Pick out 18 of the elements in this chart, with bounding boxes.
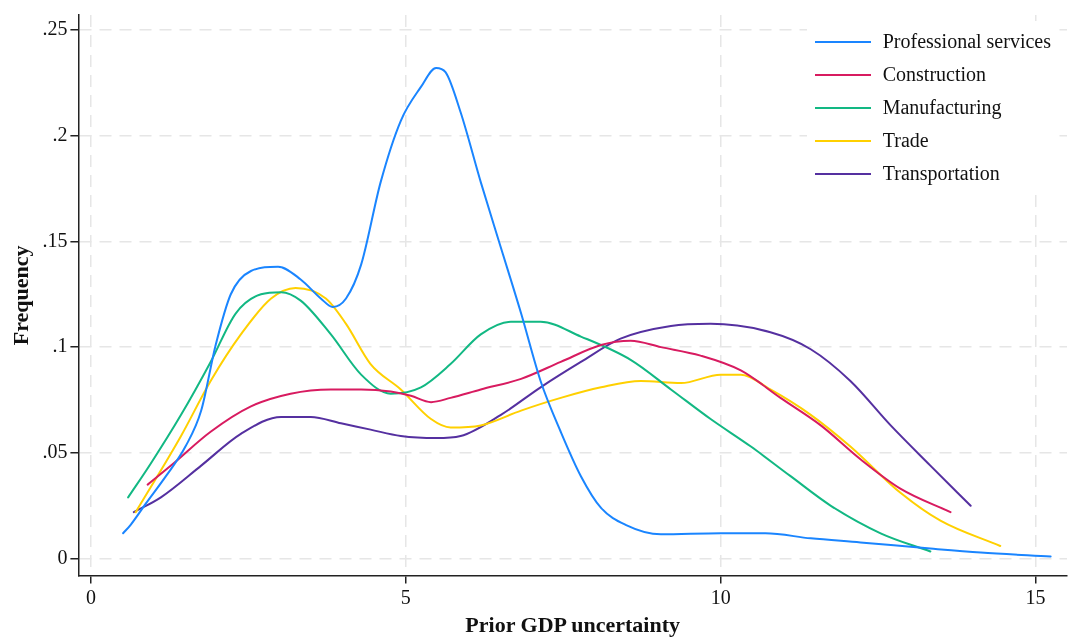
legend-label: Construction (882, 63, 987, 86)
x-tick-label: 10 (710, 585, 731, 608)
legend-label: Trade (882, 129, 929, 152)
legend-label: Manufacturing (882, 96, 1002, 119)
y-axis-title: Frequency (7, 245, 33, 346)
y-tick-label: .1 (52, 334, 68, 357)
y-tick-label: 0 (57, 545, 68, 568)
y-tick-label: .05 (42, 440, 68, 463)
y-tick-label: .15 (42, 228, 68, 251)
x-tick-label: 5 (400, 585, 411, 608)
y-tick-label: .25 (42, 17, 68, 40)
legend-label: Professional services (882, 30, 1051, 53)
line-series (122, 66, 1052, 558)
x-tick-label: 0 (85, 585, 96, 608)
x-axis-title: Prior GDP uncertainty (465, 612, 681, 638)
legend-label: Transportation (882, 162, 1000, 185)
y-tick-label: .2 (52, 122, 68, 145)
x-tick-label: 15 (1025, 585, 1046, 608)
